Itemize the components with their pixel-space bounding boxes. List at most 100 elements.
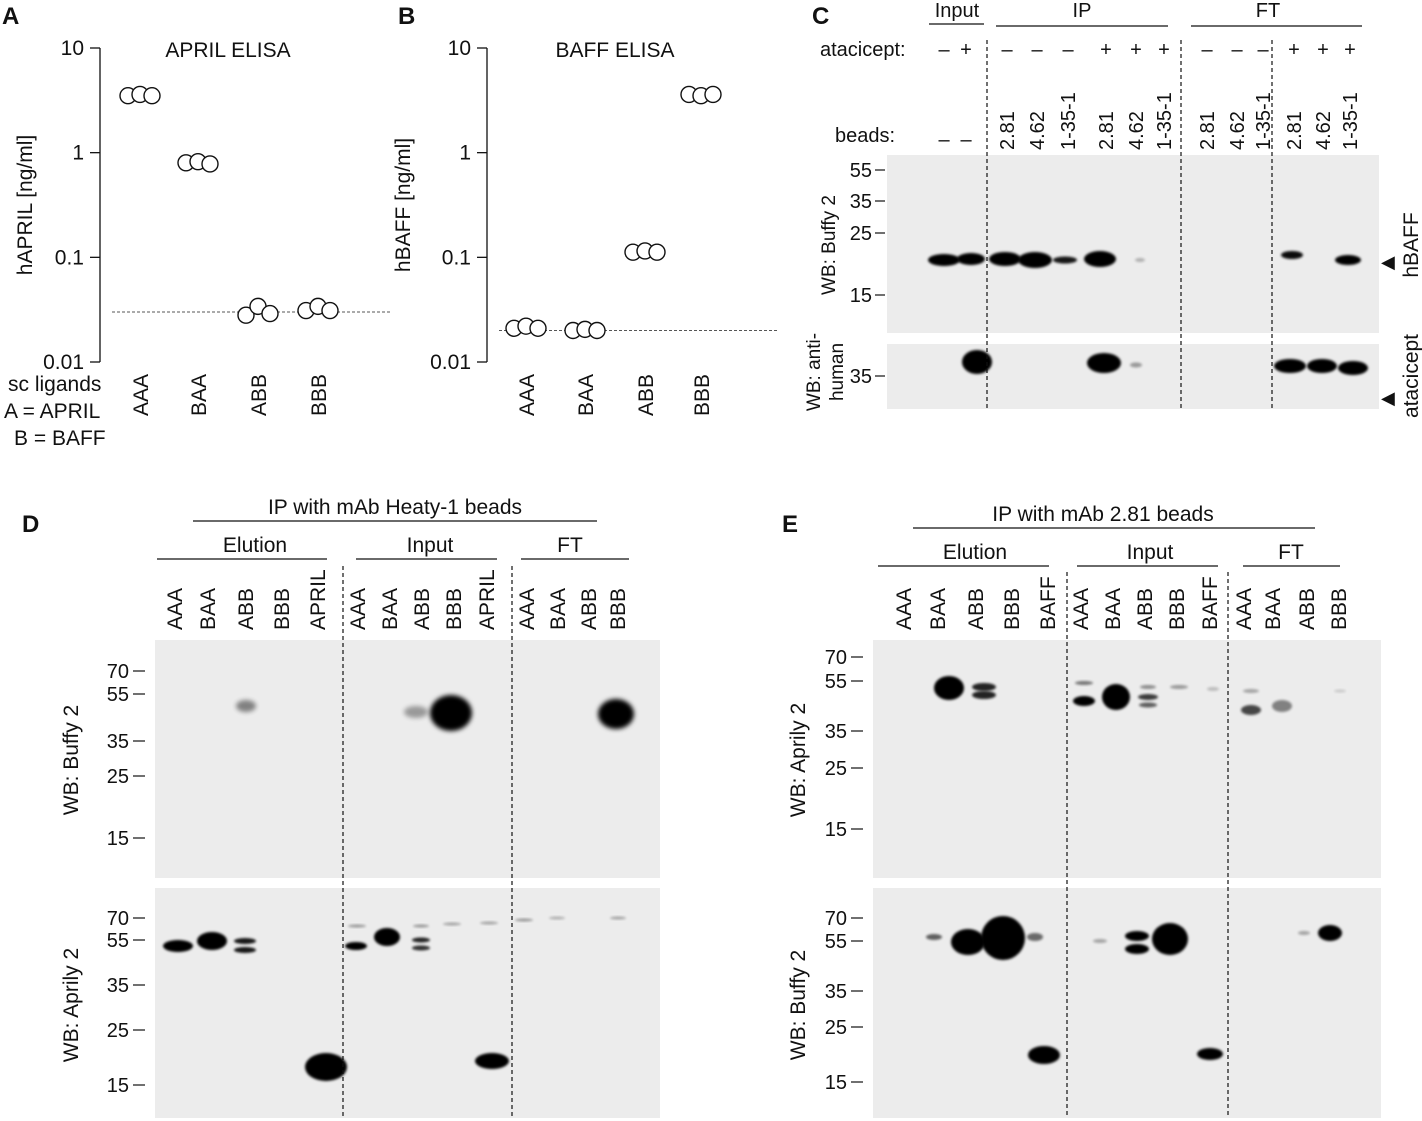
blot-band bbox=[1093, 939, 1107, 943]
legend-sc-ligands: sc ligands bbox=[8, 373, 101, 396]
lane-label: AAA bbox=[164, 588, 187, 630]
mw-marker: 25 bbox=[825, 758, 847, 780]
blot-band bbox=[1087, 353, 1121, 373]
bead-label: 4.62 bbox=[1027, 111, 1049, 150]
blot-band bbox=[1152, 923, 1188, 955]
e-group-elution: Elution bbox=[943, 541, 1007, 564]
blot-band bbox=[1138, 694, 1158, 700]
e-lane-headers: AAA BAA ABB BBB BAFF AAA BAA ABB BBB BAFF AAA BAA AB… bbox=[893, 576, 1351, 630]
blot-band bbox=[475, 1053, 509, 1069]
e-wb-top: WB: Aprily 2 bbox=[787, 703, 810, 817]
x-category-label: BAA bbox=[575, 374, 598, 416]
c-bands bbox=[928, 251, 1368, 375]
mw-marker: 70 bbox=[107, 661, 129, 683]
mw-marker: 15 bbox=[825, 819, 847, 841]
c-wb-bottom-line1: WB: anti- bbox=[804, 333, 825, 411]
y-tick-label: 0.1 bbox=[55, 246, 84, 269]
mw-marker: 25 bbox=[107, 1020, 129, 1042]
panel-c: C Input IP FT atacicept: beads: – + – – – + + +… bbox=[804, 0, 1422, 418]
d-wb-top: WB: Buffy 2 bbox=[60, 705, 83, 816]
blot-band bbox=[1334, 689, 1346, 693]
chart-a-y-label: hAPRIL [ng/ml] bbox=[14, 135, 37, 275]
bead-label: 4.62 bbox=[1227, 111, 1249, 150]
lane-label: ABB bbox=[965, 588, 988, 630]
c-group-ft: FT bbox=[1256, 0, 1280, 22]
panel-b: B BAFF ELISA 10 1 0.1 0.01 hBAFF [ng/ml] AA… bbox=[392, 3, 777, 416]
blot-band bbox=[1274, 359, 1306, 373]
data-point bbox=[261, 304, 279, 323]
data-point bbox=[529, 319, 547, 337]
bead-label: 4.62 bbox=[1126, 111, 1148, 150]
blot-band bbox=[1243, 689, 1259, 693]
blot-band bbox=[1335, 255, 1361, 265]
c-blot-bottom bbox=[887, 344, 1379, 409]
atacicept-sign: + bbox=[1288, 39, 1300, 61]
blot-band bbox=[1102, 684, 1130, 710]
chart-a-title: APRIL ELISA bbox=[165, 39, 290, 62]
blot-band bbox=[1053, 256, 1077, 264]
lane-label: BAA bbox=[1262, 588, 1285, 630]
blot-band bbox=[962, 350, 992, 374]
y-tick-label: 10 bbox=[448, 37, 471, 60]
panel-label-c: C bbox=[812, 3, 829, 30]
atacicept-sign: + bbox=[1158, 39, 1170, 61]
data-point bbox=[588, 321, 606, 340]
x-category-label: BBB bbox=[308, 374, 331, 416]
blot-band bbox=[348, 924, 366, 928]
blot-band bbox=[163, 940, 193, 952]
blot-band bbox=[1073, 696, 1095, 706]
blot-band bbox=[234, 938, 256, 944]
data-point bbox=[648, 243, 666, 261]
y-tick-label: 1 bbox=[459, 142, 471, 165]
blot-band bbox=[412, 937, 430, 943]
blot-band bbox=[1318, 925, 1342, 941]
atacicept-sign: – bbox=[1257, 39, 1269, 61]
c-group-input: Input bbox=[935, 0, 980, 22]
data-point bbox=[143, 87, 161, 105]
legend-b-baff: B = BAFF bbox=[14, 427, 106, 450]
lane-label: APRIL bbox=[307, 569, 330, 630]
blot-band bbox=[1307, 359, 1337, 373]
c-band-label-atacicept: atacicept bbox=[1400, 334, 1422, 418]
atacicept-sign: + bbox=[1130, 39, 1142, 61]
blot-band bbox=[1170, 685, 1188, 689]
lane-label: BBB bbox=[607, 588, 630, 630]
panel-label-b: B bbox=[398, 3, 415, 30]
c-lane-headers: – + – – – + + + – – – + + +– –2.81 4.62 1-35-1 2.81 4.62 1-… bbox=[938, 39, 1362, 151]
lane-label: BBB bbox=[271, 588, 294, 630]
blot-band bbox=[305, 1053, 347, 1081]
lane-label: BAA bbox=[379, 588, 402, 630]
lane-label: AAA bbox=[1070, 588, 1093, 630]
data-point bbox=[201, 155, 219, 173]
bead-label: 2.81 bbox=[1197, 111, 1219, 150]
mw-marker: 15 bbox=[107, 828, 129, 850]
blot-band bbox=[1018, 252, 1052, 268]
atacicept-sign: – bbox=[1201, 39, 1213, 61]
y-tick-label: 10 bbox=[61, 37, 84, 60]
c-markers-top: 55 35 25 15 bbox=[850, 160, 885, 307]
atacicept-sign: + bbox=[1100, 39, 1112, 61]
mw-marker: 35 bbox=[107, 975, 129, 997]
lane-label: APRIL bbox=[476, 569, 499, 630]
lane-label: ABB bbox=[411, 588, 434, 630]
blot-band bbox=[1272, 700, 1292, 712]
legend-a-april: A = APRIL bbox=[4, 400, 100, 423]
atacicept-sign: + bbox=[1317, 39, 1329, 61]
c-blot-top bbox=[887, 155, 1379, 333]
d-lane-headers: AAA BAA ABB BBB APRIL AAA BAA ABB BBB APRIL AAA BAA… bbox=[164, 569, 630, 630]
mw-marker: 55 bbox=[850, 160, 872, 182]
atacicept-sign: – bbox=[1031, 39, 1043, 61]
lane-label: BAFF bbox=[1037, 576, 1060, 630]
chart-b-points bbox=[505, 85, 722, 340]
lane-label: BBB bbox=[1001, 588, 1024, 630]
blot-band bbox=[928, 254, 960, 266]
atacicept-sign: – bbox=[1001, 39, 1013, 61]
data-point bbox=[237, 306, 255, 324]
chart-a-ticks: 10 1 0.1 0.01 bbox=[43, 37, 100, 374]
blot-band bbox=[549, 916, 565, 920]
panel-d: D IP with mAb Heaty-1 beads Elution Inpu… bbox=[22, 496, 660, 1118]
mw-marker: 70 bbox=[825, 908, 847, 930]
blot-band bbox=[1125, 944, 1149, 954]
